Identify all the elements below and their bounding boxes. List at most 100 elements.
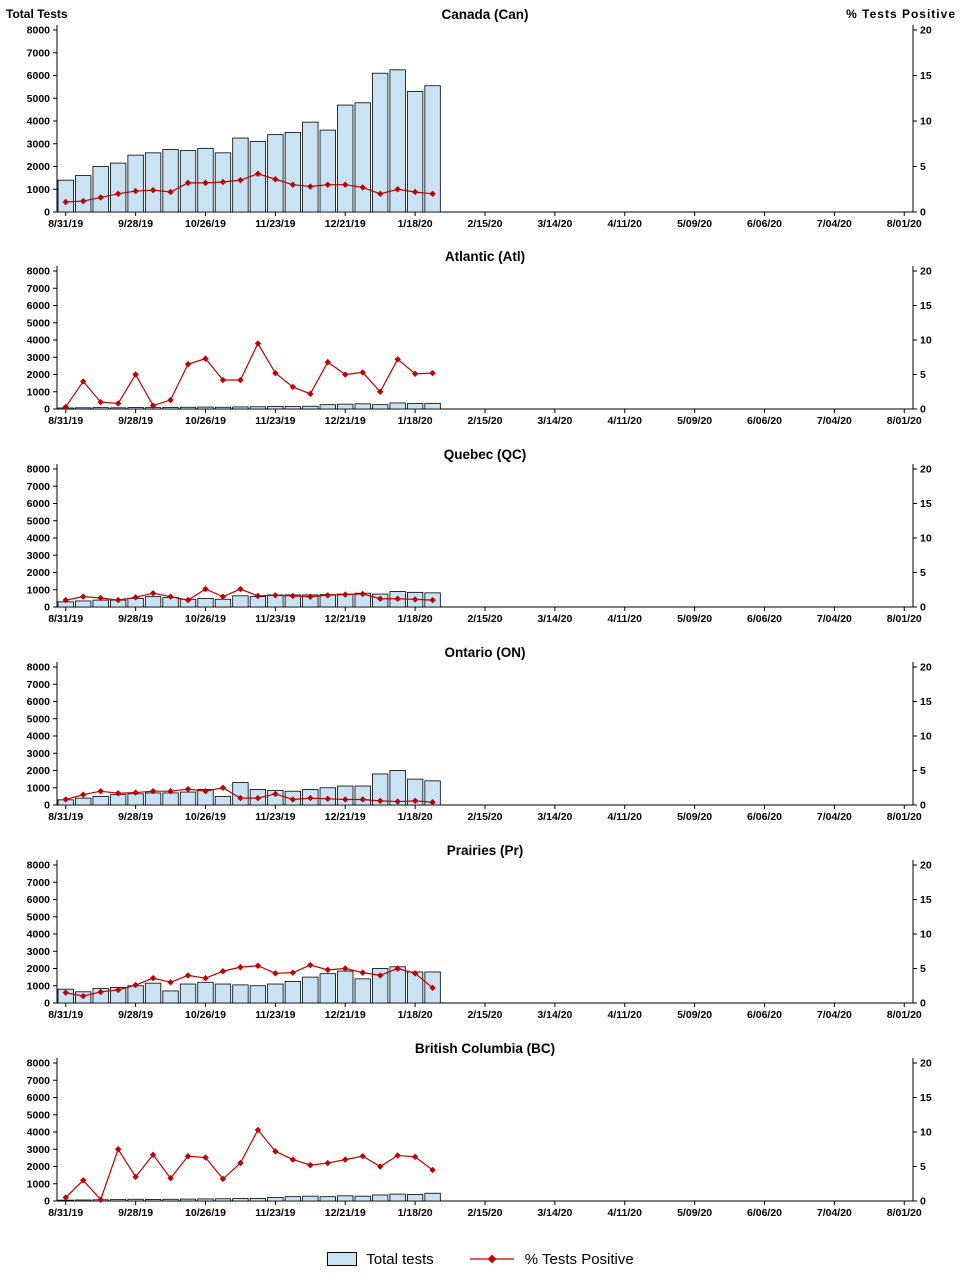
svg-text:3000: 3000 (27, 352, 51, 364)
svg-text:0: 0 (44, 207, 50, 219)
legend-label-pct-positive: % Tests Positive (524, 1250, 634, 1268)
bar (284, 981, 301, 1004)
bar (424, 85, 441, 213)
line-marker (411, 370, 419, 378)
svg-text:5/09/20: 5/09/20 (677, 613, 712, 625)
pct-positive-line (62, 340, 436, 411)
line-marker (202, 585, 209, 593)
bar (372, 773, 389, 806)
bar (232, 984, 249, 1004)
line-marker (342, 1156, 349, 1163)
bar (249, 1198, 267, 1202)
svg-text:0: 0 (920, 404, 926, 416)
line-marker (219, 593, 227, 600)
bar (302, 405, 319, 410)
line-marker (80, 378, 87, 385)
svg-text:3000: 3000 (27, 946, 51, 958)
axis-tick-labels: 0 1000 2000 3000 4000 5000 6000 7000 8000 0 5 10 15 2… (27, 860, 932, 1022)
svg-text:10/26/19: 10/26/19 (185, 811, 226, 823)
line-marker (62, 403, 69, 411)
line-marker (376, 388, 384, 395)
svg-text:3000: 3000 (27, 138, 51, 150)
svg-text:10/26/19: 10/26/19 (185, 218, 226, 230)
svg-text:8000: 8000 (27, 25, 51, 37)
pct-positive-line (62, 1126, 436, 1203)
svg-text:1000: 1000 (27, 584, 51, 596)
svg-text:10/26/19: 10/26/19 (185, 1207, 226, 1219)
line-marker (394, 965, 401, 972)
bar (372, 404, 389, 410)
svg-text:2/15/20: 2/15/20 (467, 415, 502, 427)
bar (232, 406, 249, 410)
svg-text:5/09/20: 5/09/20 (677, 415, 712, 427)
total-tests-bars (57, 770, 441, 806)
svg-text:2000: 2000 (27, 567, 51, 579)
bar (144, 1199, 162, 1202)
svg-text:5: 5 (920, 567, 926, 579)
svg-text:10: 10 (920, 116, 932, 128)
line-marker (114, 400, 122, 407)
bar (337, 1195, 354, 1202)
line-marker (97, 788, 104, 795)
bar (144, 792, 162, 806)
svg-text:1000: 1000 (27, 980, 51, 992)
line-marker (237, 176, 244, 184)
line-marker (80, 197, 87, 205)
bar (197, 406, 214, 410)
line-marker (219, 968, 227, 975)
bar (302, 121, 319, 213)
total-tests-bars (57, 402, 441, 410)
svg-text:6/06/20: 6/06/20 (747, 415, 782, 427)
chart-panel-ontario-on: Ontario (ON) 0 1000 2000 3000 4000 5000 6000 700… (27, 645, 932, 823)
bar (179, 791, 197, 806)
line-marker (219, 178, 227, 186)
bar (197, 1198, 214, 1202)
bar (389, 1193, 406, 1202)
svg-text:0: 0 (920, 207, 926, 219)
svg-text:11/23/19: 11/23/19 (255, 811, 295, 823)
bar (337, 104, 354, 213)
bar (162, 1198, 179, 1202)
svg-text:1000: 1000 (27, 1178, 51, 1190)
svg-text:20: 20 (920, 662, 932, 674)
svg-text:10: 10 (920, 1127, 932, 1139)
svg-text:1/18/20: 1/18/20 (398, 811, 433, 823)
svg-text:5000: 5000 (27, 1109, 51, 1121)
line-marker (167, 188, 174, 196)
svg-text:8000: 8000 (27, 266, 51, 278)
svg-text:4000: 4000 (27, 1127, 51, 1139)
svg-text:10/26/19: 10/26/19 (185, 613, 226, 625)
bar (319, 1196, 336, 1202)
svg-text:8/01/20: 8/01/20 (887, 1207, 922, 1219)
bar (249, 406, 267, 410)
svg-text:4/11/20: 4/11/20 (608, 811, 643, 823)
line-marker (324, 966, 331, 974)
bar (127, 1198, 144, 1202)
svg-text:8/01/20: 8/01/20 (887, 613, 922, 625)
svg-text:9/28/19: 9/28/19 (118, 1009, 153, 1021)
bar (337, 403, 354, 410)
svg-text:1/18/20: 1/18/20 (398, 1009, 433, 1021)
line-marker (97, 398, 104, 406)
chart-panel-british-columbia-bc: British Columbia (BC)0100020003000400050… (27, 1041, 932, 1219)
bar (92, 407, 109, 410)
svg-text:15: 15 (920, 1092, 932, 1104)
bar (319, 129, 336, 213)
line-marker (324, 592, 331, 599)
svg-text:8/31/19: 8/31/19 (48, 1009, 83, 1021)
total-tests-bars (57, 591, 441, 608)
svg-text:7/04/20: 7/04/20 (817, 218, 852, 230)
bar (284, 406, 301, 410)
bar (406, 778, 424, 806)
svg-text:8/01/20: 8/01/20 (887, 811, 922, 823)
line-marker (114, 190, 122, 197)
svg-text:6/06/20: 6/06/20 (747, 613, 782, 625)
svg-text:0: 0 (920, 1196, 926, 1208)
svg-text:7000: 7000 (27, 283, 51, 295)
line-marker (149, 402, 157, 409)
bar (214, 598, 232, 608)
line-marker (237, 963, 244, 971)
svg-text:11/23/19: 11/23/19 (255, 218, 295, 230)
line-marker (324, 358, 331, 366)
svg-text:0: 0 (44, 800, 50, 812)
